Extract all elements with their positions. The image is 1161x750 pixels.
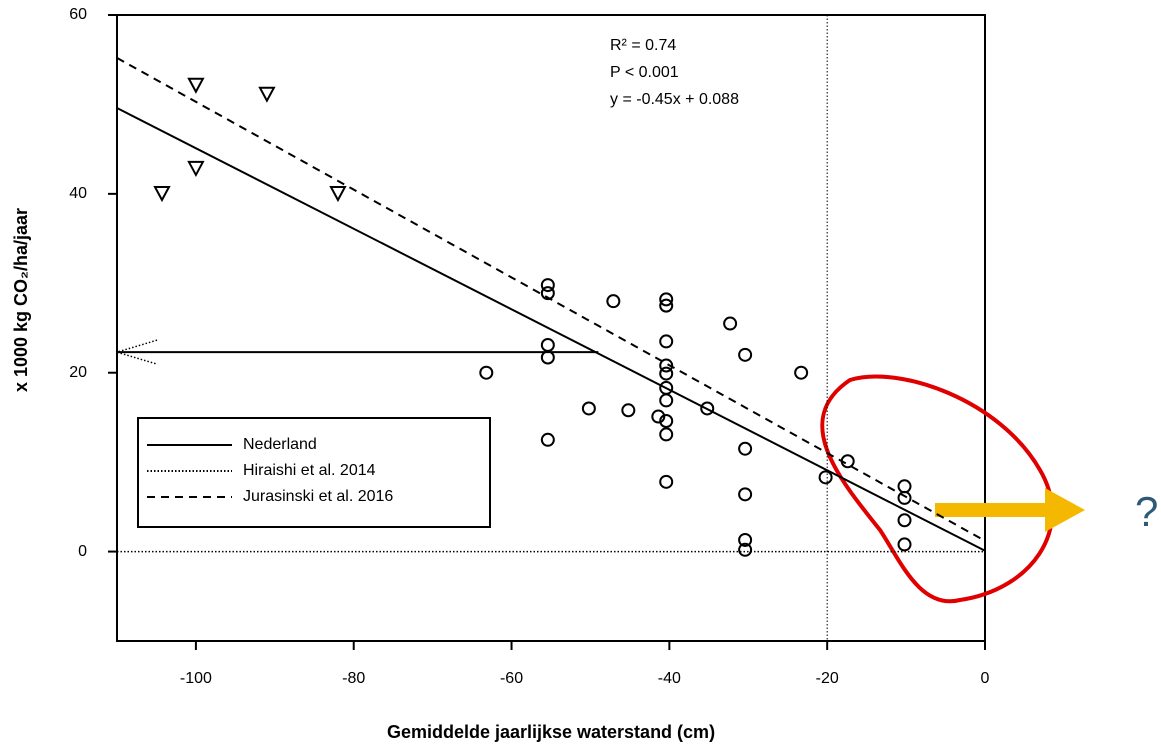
point [479,365,494,380]
point [581,401,596,416]
point [738,542,753,557]
point [897,513,912,528]
legend [137,417,491,528]
point [659,292,674,307]
y-tick-label: 20 [69,364,87,381]
point [723,316,738,331]
point [153,185,171,203]
point [187,77,205,94]
point [659,414,674,429]
point [738,487,753,502]
point [738,347,753,362]
y-axis-label: x 1000 kg CO₂/ha/jaar [11,208,31,392]
x-axis-label: Gemiddelde jaarlijkse waterstand (cm) [387,722,715,742]
annotation: y = -0.45x + 0.088 [610,91,739,108]
x-tick-label: -80 [342,670,365,687]
plot-frame [116,14,986,642]
point [621,403,636,418]
point [329,185,347,203]
point [540,432,555,447]
point [659,474,674,489]
x-tick-label: -20 [816,670,839,687]
fit-line [116,57,986,542]
point [700,401,715,416]
point [840,454,855,469]
point [659,366,674,381]
highlight-loop [820,374,1054,604]
point [540,337,555,352]
fit-line [116,107,986,552]
point [659,298,674,313]
point [659,393,674,408]
point [606,294,621,309]
question-mark: ? [1135,488,1158,535]
point [659,334,674,349]
point [738,532,753,547]
legend-label: Hiraishi et al. 2014 [243,462,376,479]
point [818,470,833,485]
x-tick-label: -40 [658,670,681,687]
point [187,160,205,178]
annotation: P < 0.001 [610,64,679,81]
point [738,441,753,456]
x-tick-label: 0 [981,670,990,687]
point [540,286,555,301]
annotation: R² = 0.74 [610,37,676,54]
point [651,409,666,424]
point [897,537,912,552]
x-tick-label: -100 [180,670,212,687]
point [794,365,809,380]
legend-label: Nederland [243,436,317,453]
point [540,350,555,365]
legend-label: Jurasinski et al. 2016 [243,488,393,505]
point [540,278,555,293]
x-tick-label: -60 [500,670,523,687]
point [258,86,276,103]
y-tick-label: 40 [69,185,87,202]
point [897,490,912,505]
point [659,427,674,442]
y-tick-label: 0 [78,543,87,560]
y-tick-label: 60 [69,6,87,23]
point [659,358,674,373]
highlight-arrowhead [1045,488,1085,532]
point [897,479,912,494]
